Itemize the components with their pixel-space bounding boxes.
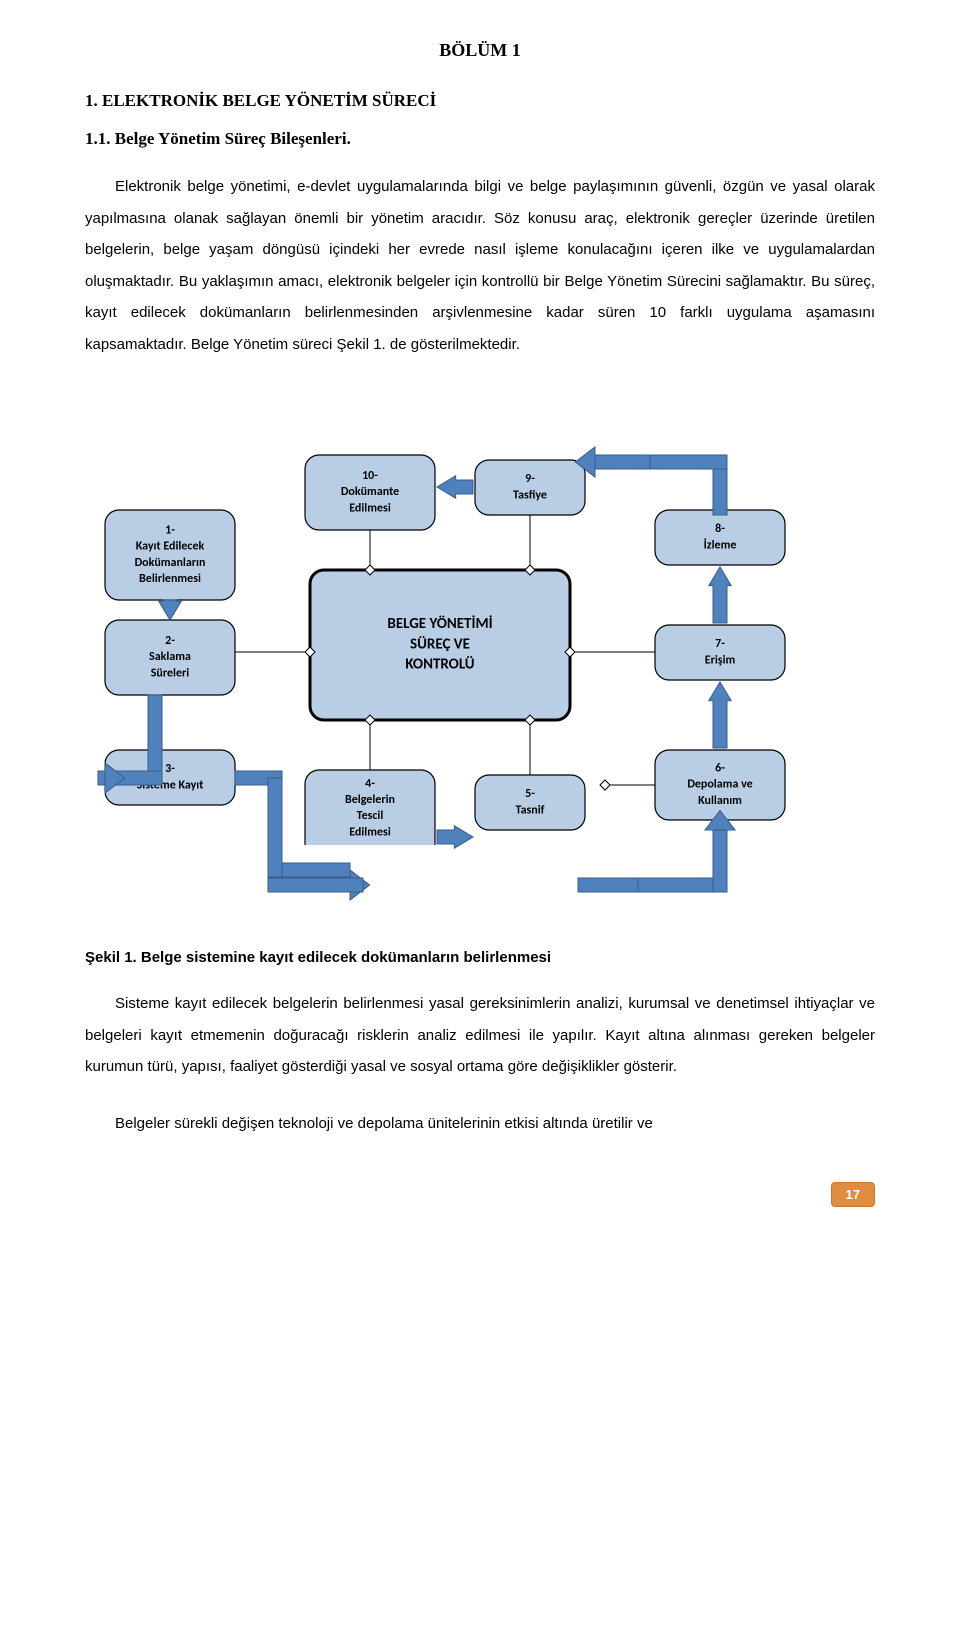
svg-text:8-: 8- <box>715 522 725 536</box>
figure-caption: Şekil 1. Belge sistemine kayıt edilecek … <box>85 949 875 966</box>
svg-text:7-: 7- <box>715 637 725 651</box>
svg-text:9-: 9- <box>525 472 535 486</box>
svg-text:İzleme: İzleme <box>704 538 737 552</box>
svg-text:3-: 3- <box>165 762 175 776</box>
svg-text:Depolama ve: Depolama ve <box>687 778 752 792</box>
section-title: 1. ELEKTRONİK BELGE YÖNETİM SÜRECİ <box>85 91 875 111</box>
svg-text:BELGE YÖNETİMİ: BELGE YÖNETİMİ <box>387 614 492 633</box>
svg-text:Dokümante: Dokümante <box>341 485 399 499</box>
svg-text:Tasnif: Tasnif <box>516 803 545 817</box>
svg-text:Erişim: Erişim <box>705 653 736 667</box>
chapter-title: BÖLÜM 1 <box>85 40 875 61</box>
svg-text:Belirlenmesi: Belirlenmesi <box>139 572 201 586</box>
svg-text:Edilmesi: Edilmesi <box>349 501 391 515</box>
page-number: 17 <box>831 1182 875 1207</box>
paragraph-2: Sisteme kayıt edilecek belgelerin belirl… <box>85 988 875 1083</box>
page-number-badge: 17 <box>85 1179 875 1207</box>
svg-text:SÜREÇ VE: SÜREÇ VE <box>410 634 470 653</box>
svg-text:10-: 10- <box>362 469 378 483</box>
svg-text:Kayıt Edilecek: Kayıt Edilecek <box>136 540 205 554</box>
svg-text:4-: 4- <box>365 777 375 791</box>
svg-text:Kullanım: Kullanım <box>698 794 742 808</box>
svg-text:Dokümanların: Dokümanların <box>135 556 206 570</box>
svg-text:2-: 2- <box>165 634 175 648</box>
paragraph-1: Elektronik belge yönetimi, e-devlet uygu… <box>85 171 875 360</box>
svg-text:Tescil: Tescil <box>357 809 384 823</box>
svg-text:1-: 1- <box>165 523 175 537</box>
svg-text:KONTROLÜ: KONTROLÜ <box>405 655 474 674</box>
svg-text:Edilmesi: Edilmesi <box>349 825 391 839</box>
svg-text:5-: 5- <box>525 787 535 801</box>
flowchart-diagram: 1- Kayıt Edilecek Dokümanların Belirlenmesi… <box>85 390 875 924</box>
svg-text:6-: 6- <box>715 762 725 776</box>
subsection-title: 1.1. Belge Yönetim Süreç Bileşenleri. <box>85 129 875 149</box>
paragraph-3: Belgeler sürekli değişen teknoloji ve de… <box>85 1108 875 1140</box>
svg-text:Tasfiye: Tasfiye <box>513 488 547 502</box>
svg-text:Süreleri: Süreleri <box>151 666 190 680</box>
svg-text:Saklama: Saklama <box>149 650 191 664</box>
svg-text:Belgelerin: Belgelerin <box>345 793 395 807</box>
